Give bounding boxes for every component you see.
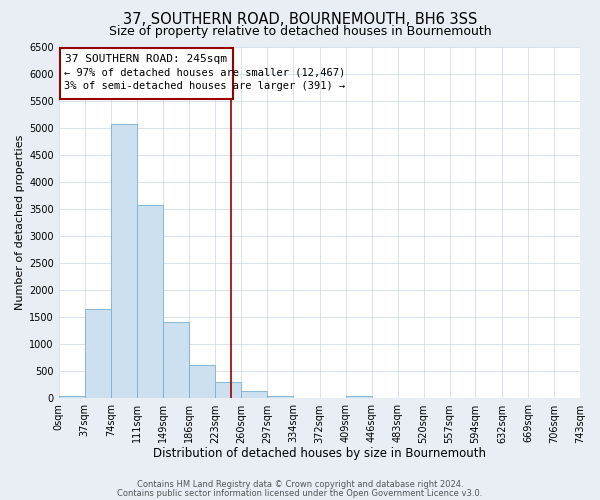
Text: Contains public sector information licensed under the Open Government Licence v3: Contains public sector information licen… (118, 488, 482, 498)
Bar (85, 309, 110, 398)
Bar (241, 391, 267, 398)
FancyBboxPatch shape (60, 48, 233, 99)
Y-axis label: Number of detached properties: Number of detached properties (15, 135, 25, 310)
Bar (137, 204, 163, 398)
Text: ← 97% of detached houses are smaller (12,467): ← 97% of detached houses are smaller (12… (64, 67, 345, 77)
Text: Size of property relative to detached houses in Bournemouth: Size of property relative to detached ho… (109, 25, 491, 38)
Text: 37 SOUTHERN ROAD: 245sqm: 37 SOUTHERN ROAD: 245sqm (65, 54, 227, 64)
X-axis label: Distribution of detached houses by size in Bournemouth: Distribution of detached houses by size … (153, 447, 486, 460)
Text: Contains HM Land Registry data © Crown copyright and database right 2024.: Contains HM Land Registry data © Crown c… (137, 480, 463, 489)
Text: 37, SOUTHERN ROAD, BOURNEMOUTH, BH6 3SS: 37, SOUTHERN ROAD, BOURNEMOUTH, BH6 3SS (123, 12, 477, 28)
Bar (267, 396, 293, 398)
Bar (59, 396, 85, 398)
Bar (110, 124, 137, 398)
Bar (215, 382, 241, 398)
Text: 3% of semi-detached houses are larger (391) →: 3% of semi-detached houses are larger (3… (64, 81, 345, 91)
Bar (163, 322, 189, 398)
Bar (346, 396, 371, 398)
Bar (189, 366, 215, 398)
